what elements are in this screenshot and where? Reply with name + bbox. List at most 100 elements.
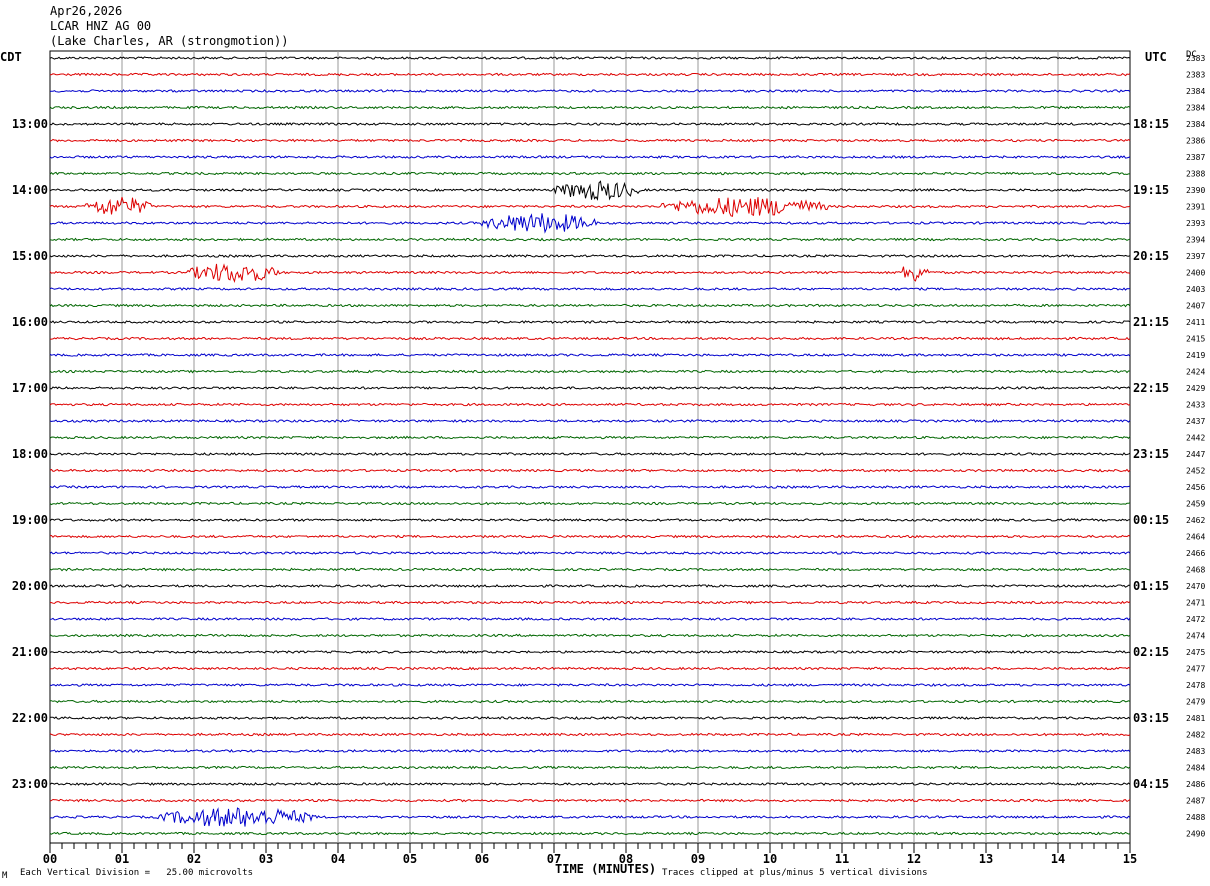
trace-row-21: [49, 402, 1131, 407]
trace-row-37: [50, 666, 1131, 671]
dc-label: DC: [1186, 50, 1197, 60]
trace-row-0: [49, 56, 1131, 60]
cdt-hour-label: 23:00: [12, 777, 48, 791]
cdt-hour-label: 18:00: [12, 447, 48, 461]
utc-hour-label: 23:15: [1133, 447, 1169, 461]
cdt-hour-label: 15:00: [12, 249, 48, 263]
trace-row-14: [49, 287, 1131, 291]
trace-row-16: [49, 320, 1131, 324]
utc-axis-label: UTC: [1145, 50, 1167, 64]
trace-row-22: [49, 419, 1131, 423]
dc-offset-label: 2403: [1186, 285, 1205, 294]
dc-offset-label: 2462: [1186, 516, 1205, 525]
trace-row-12: [49, 254, 1131, 258]
cdt-hour-label: 14:00: [12, 183, 48, 197]
dc-offset-label: 2437: [1186, 417, 1205, 426]
dc-offset-label: 2464: [1186, 533, 1205, 542]
dc-offset-label: 2383: [1186, 71, 1205, 80]
trace-row-23: [49, 435, 1131, 440]
cdt-hour-label: 22:00: [12, 711, 48, 725]
x-tick-label: 14: [1051, 852, 1065, 866]
dc-offset-label: 2477: [1186, 665, 1205, 674]
header-date: Apr26,2026: [50, 4, 123, 18]
dc-offset-label: 2483: [1186, 747, 1205, 756]
utc-hour-label: 00:15: [1133, 513, 1169, 527]
dc-offset-label: 2442: [1186, 434, 1205, 443]
x-tick-label: 03: [259, 852, 273, 866]
cdt-hour-label: 21:00: [12, 645, 48, 659]
trace-row-44: [49, 782, 1131, 786]
dc-offset-label: 2411: [1186, 318, 1205, 327]
x-tick-label: 01: [115, 852, 129, 866]
dc-offset-label: 2482: [1186, 731, 1205, 740]
x-tick-label: 12: [907, 852, 921, 866]
dc-offset-label: 2384: [1186, 120, 1205, 129]
trace-row-5: [49, 138, 1131, 143]
trace-row-13: [49, 263, 1131, 284]
dc-offset-label: 2407: [1186, 302, 1205, 311]
cdt-hour-label: 17:00: [12, 381, 48, 395]
dc-offset-label: 2424: [1186, 368, 1205, 377]
utc-hour-label: 20:15: [1133, 249, 1169, 263]
cdt-hour-label: 16:00: [12, 315, 48, 329]
trace-row-27: [49, 501, 1131, 506]
trace-row-2: [49, 89, 1131, 93]
trace-row-47: [49, 831, 1131, 836]
trace-row-28: [49, 518, 1131, 522]
dc-offset-label: 2478: [1186, 681, 1205, 690]
dc-offset-label: 2433: [1186, 401, 1205, 410]
utc-hour-label: 02:15: [1133, 645, 1169, 659]
trace-row-29: [49, 534, 1131, 539]
cdt-hour-label: 19:00: [12, 513, 48, 527]
trace-row-17: [49, 336, 1131, 341]
trace-row-35: [49, 633, 1131, 638]
dc-offset-label: 2386: [1186, 137, 1205, 146]
dc-offset-label: 2466: [1186, 549, 1205, 558]
dc-offset-label: 2456: [1186, 483, 1205, 492]
x-tick-label: 07: [547, 852, 561, 866]
dc-offset-label: 2481: [1186, 714, 1205, 723]
dc-offset-label: 2388: [1186, 170, 1205, 179]
header-location: (Lake Charles, AR (strongmotion)): [50, 34, 289, 48]
dc-offset-label: 2390: [1186, 186, 1205, 195]
trace-row-25: [49, 468, 1131, 473]
utc-hour-label: 22:15: [1133, 381, 1169, 395]
clip-note: Traces clipped at plus/minus 5 vertical …: [662, 868, 928, 878]
trace-row-26: [49, 485, 1131, 489]
utc-hour-label: 18:15: [1133, 117, 1169, 131]
trace-row-45: [49, 798, 1131, 803]
utc-hour-label: 19:15: [1133, 183, 1169, 197]
dc-offset-label: 2452: [1186, 467, 1205, 476]
dc-offset-label: 2387: [1186, 153, 1205, 162]
trace-row-3: [49, 105, 1131, 110]
dc-offset-label: 2479: [1186, 698, 1205, 707]
trace-row-34: [49, 617, 1131, 621]
cdt-axis-label: CDT: [0, 50, 22, 64]
trace-row-20: [49, 386, 1131, 390]
dc-offset-label: 2383: [1186, 54, 1205, 63]
corner-mark: M: [2, 871, 8, 881]
x-tick-label: 06: [475, 852, 489, 866]
trace-row-9: [49, 196, 1131, 217]
trace-row-10: [49, 213, 1131, 234]
trace-row-7: [49, 171, 1131, 176]
dc-offset-label: 2475: [1186, 648, 1205, 657]
dc-offset-label: 2400: [1186, 269, 1205, 278]
dc-offset-label: 2384: [1186, 104, 1205, 113]
dc-offset-label: 2394: [1186, 236, 1205, 245]
dc-offset-label: 2397: [1186, 252, 1205, 261]
dc-offset-label: 2393: [1186, 219, 1205, 228]
trace-row-4: [49, 122, 1131, 126]
utc-hour-label: 21:15: [1133, 315, 1169, 329]
dc-offset-label: 2488: [1186, 813, 1205, 822]
plot-frame: [49, 50, 1131, 844]
trace-row-43: [49, 765, 1131, 770]
trace-row-38: [49, 683, 1131, 687]
dc-offset-label: 2474: [1186, 632, 1205, 641]
trace-row-40: [49, 716, 1131, 720]
trace-row-11: [49, 237, 1131, 242]
trace-row-39: [49, 699, 1131, 704]
dc-offset-label: 2487: [1186, 797, 1205, 806]
x-tick-label: 08: [619, 852, 633, 866]
trace-row-33: [49, 600, 1131, 605]
